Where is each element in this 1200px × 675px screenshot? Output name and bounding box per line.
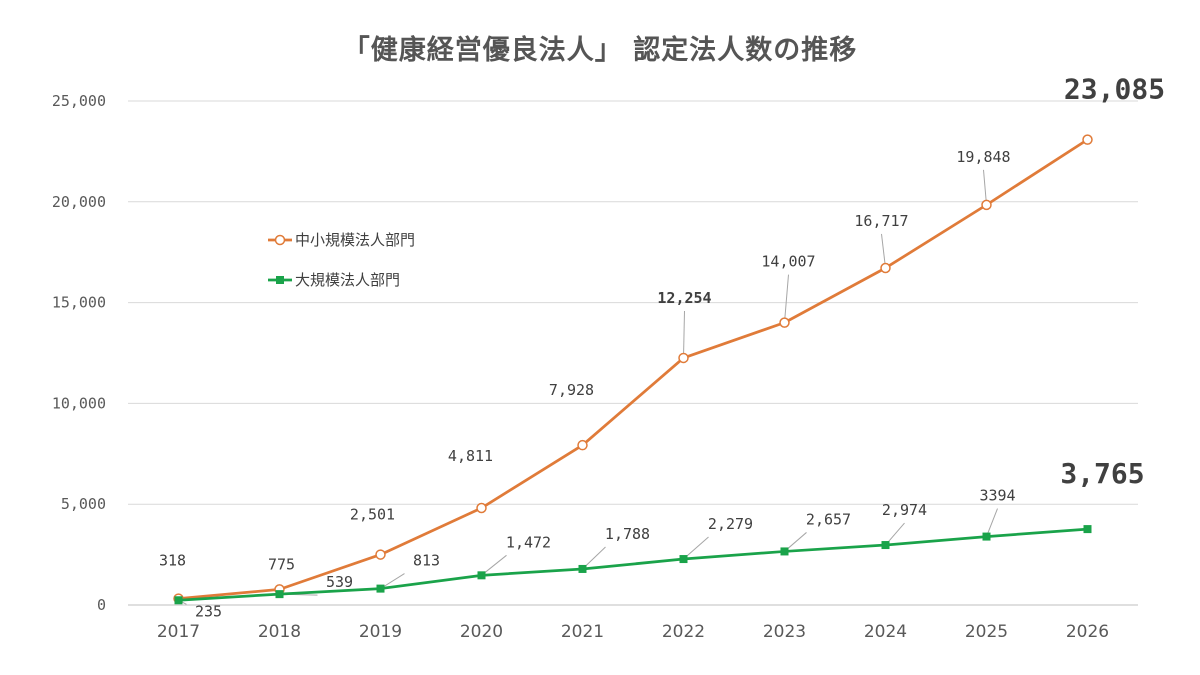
y-tick-label: 25,000: [52, 92, 106, 110]
leader-large-2025: [986, 508, 998, 537]
legend-label-0: 中小規模法人部門: [295, 231, 415, 249]
y-axis-ticks: 0 5,000 10,000 15,000 20,000 25,000: [52, 92, 106, 614]
legend-label-1: 大規模法人部門: [295, 271, 400, 289]
data-label-smb-2021: 7,928: [549, 381, 594, 399]
point-smb-2024: [880, 262, 891, 274]
legend-marker-square: [276, 276, 284, 284]
point-smb-2023: [779, 317, 790, 328]
point-smb-2019: [375, 549, 386, 560]
x-tick-label-2024: 2024: [864, 622, 907, 642]
data-label-smb-2023: 14,007: [761, 253, 815, 271]
point-large-2025: [982, 532, 991, 541]
x-tick-label-2023: 2023: [763, 622, 806, 642]
data-label-large-2026: 3,765: [1060, 457, 1144, 490]
y-tick-label: 10,000: [52, 394, 106, 412]
y-tick-label: 0: [97, 596, 106, 614]
x-axis-ticks: 2017 2018 2019 2020 2021 2022 2023 2024 2025 2026: [157, 622, 1109, 642]
data-label-large-2023: 2,657: [806, 510, 851, 528]
data-label-large-2021: 1,788: [605, 525, 650, 543]
x-tick-label-2019: 2019: [359, 622, 402, 642]
point-large-2020: [477, 571, 486, 580]
x-tick-label-2020: 2020: [460, 622, 503, 642]
series-lines: [173, 134, 1093, 605]
x-tick-label-2017: 2017: [157, 622, 200, 642]
point-smb-2026: [1082, 134, 1093, 145]
point-smb-2022: [678, 352, 689, 364]
series-line-1: [178, 527, 1088, 602]
data-label-large-2017: 235: [195, 602, 222, 620]
point-large-2024: [881, 541, 890, 550]
point-smb-2025: [981, 199, 992, 211]
data-label-smb-2024: 16,717: [854, 212, 908, 230]
point-smb-2021: [577, 439, 588, 451]
leader-large-2022: [683, 536, 709, 560]
leader-smb-2024: [881, 233, 886, 269]
point-large-2017: [174, 596, 183, 605]
x-tick-label-2026: 2026: [1066, 622, 1109, 642]
leader-large-2020: [481, 554, 507, 576]
data-label-large-2018: 539: [326, 573, 353, 591]
x-tick-label-2025: 2025: [965, 622, 1008, 642]
data-label-large-2024: 2,974: [882, 501, 927, 519]
y-tick-label: 20,000: [52, 193, 106, 211]
data-label-large-2019: 813: [413, 552, 440, 570]
data-label-large-2025: 3394: [979, 487, 1015, 505]
point-large-2019: [376, 584, 385, 593]
legend-marker-circle: [274, 234, 286, 246]
leader-smb-2025: [983, 169, 987, 205]
point-large-2021: [578, 564, 587, 573]
data-label-large-2022: 2,279: [708, 515, 753, 533]
data-label-smb-2020: 4,811: [448, 447, 493, 465]
x-tick-label-2021: 2021: [561, 622, 604, 642]
point-large-2018: [275, 590, 284, 599]
data-label-large-2020: 1,472: [506, 533, 551, 551]
chart-title: 「健康経営優良法人」 認定法人数の推移: [342, 35, 858, 66]
point-large-2023: [780, 547, 789, 556]
data-label-smb-2022: 12,254: [657, 289, 711, 307]
gridlines: [128, 100, 1138, 606]
series-line-0: [178, 138, 1089, 600]
data-label-smb-2026: 23,085: [1064, 73, 1165, 106]
point-smb-2020: [476, 502, 487, 514]
data-label-smb-2019: 2,501: [350, 506, 395, 524]
point-large-2022: [679, 555, 688, 564]
x-tick-label-2022: 2022: [662, 622, 705, 642]
data-label-smb-2025: 19,848: [956, 148, 1010, 166]
data-labels: 318 775 2,501 4,811 7,928 12,254 14,007 16,717 1…: [159, 73, 1165, 621]
data-label-smb-2017: 318: [159, 552, 186, 570]
leader-smb-2022: [683, 310, 685, 358]
x-tick-label-2018: 2018: [258, 622, 301, 642]
leader-smb-2023: [784, 274, 789, 323]
point-large-2026: [1083, 525, 1092, 534]
y-tick-label: 15,000: [52, 294, 106, 312]
y-tick-label: 5,000: [61, 495, 106, 513]
data-label-smb-2018: 775: [268, 555, 295, 573]
